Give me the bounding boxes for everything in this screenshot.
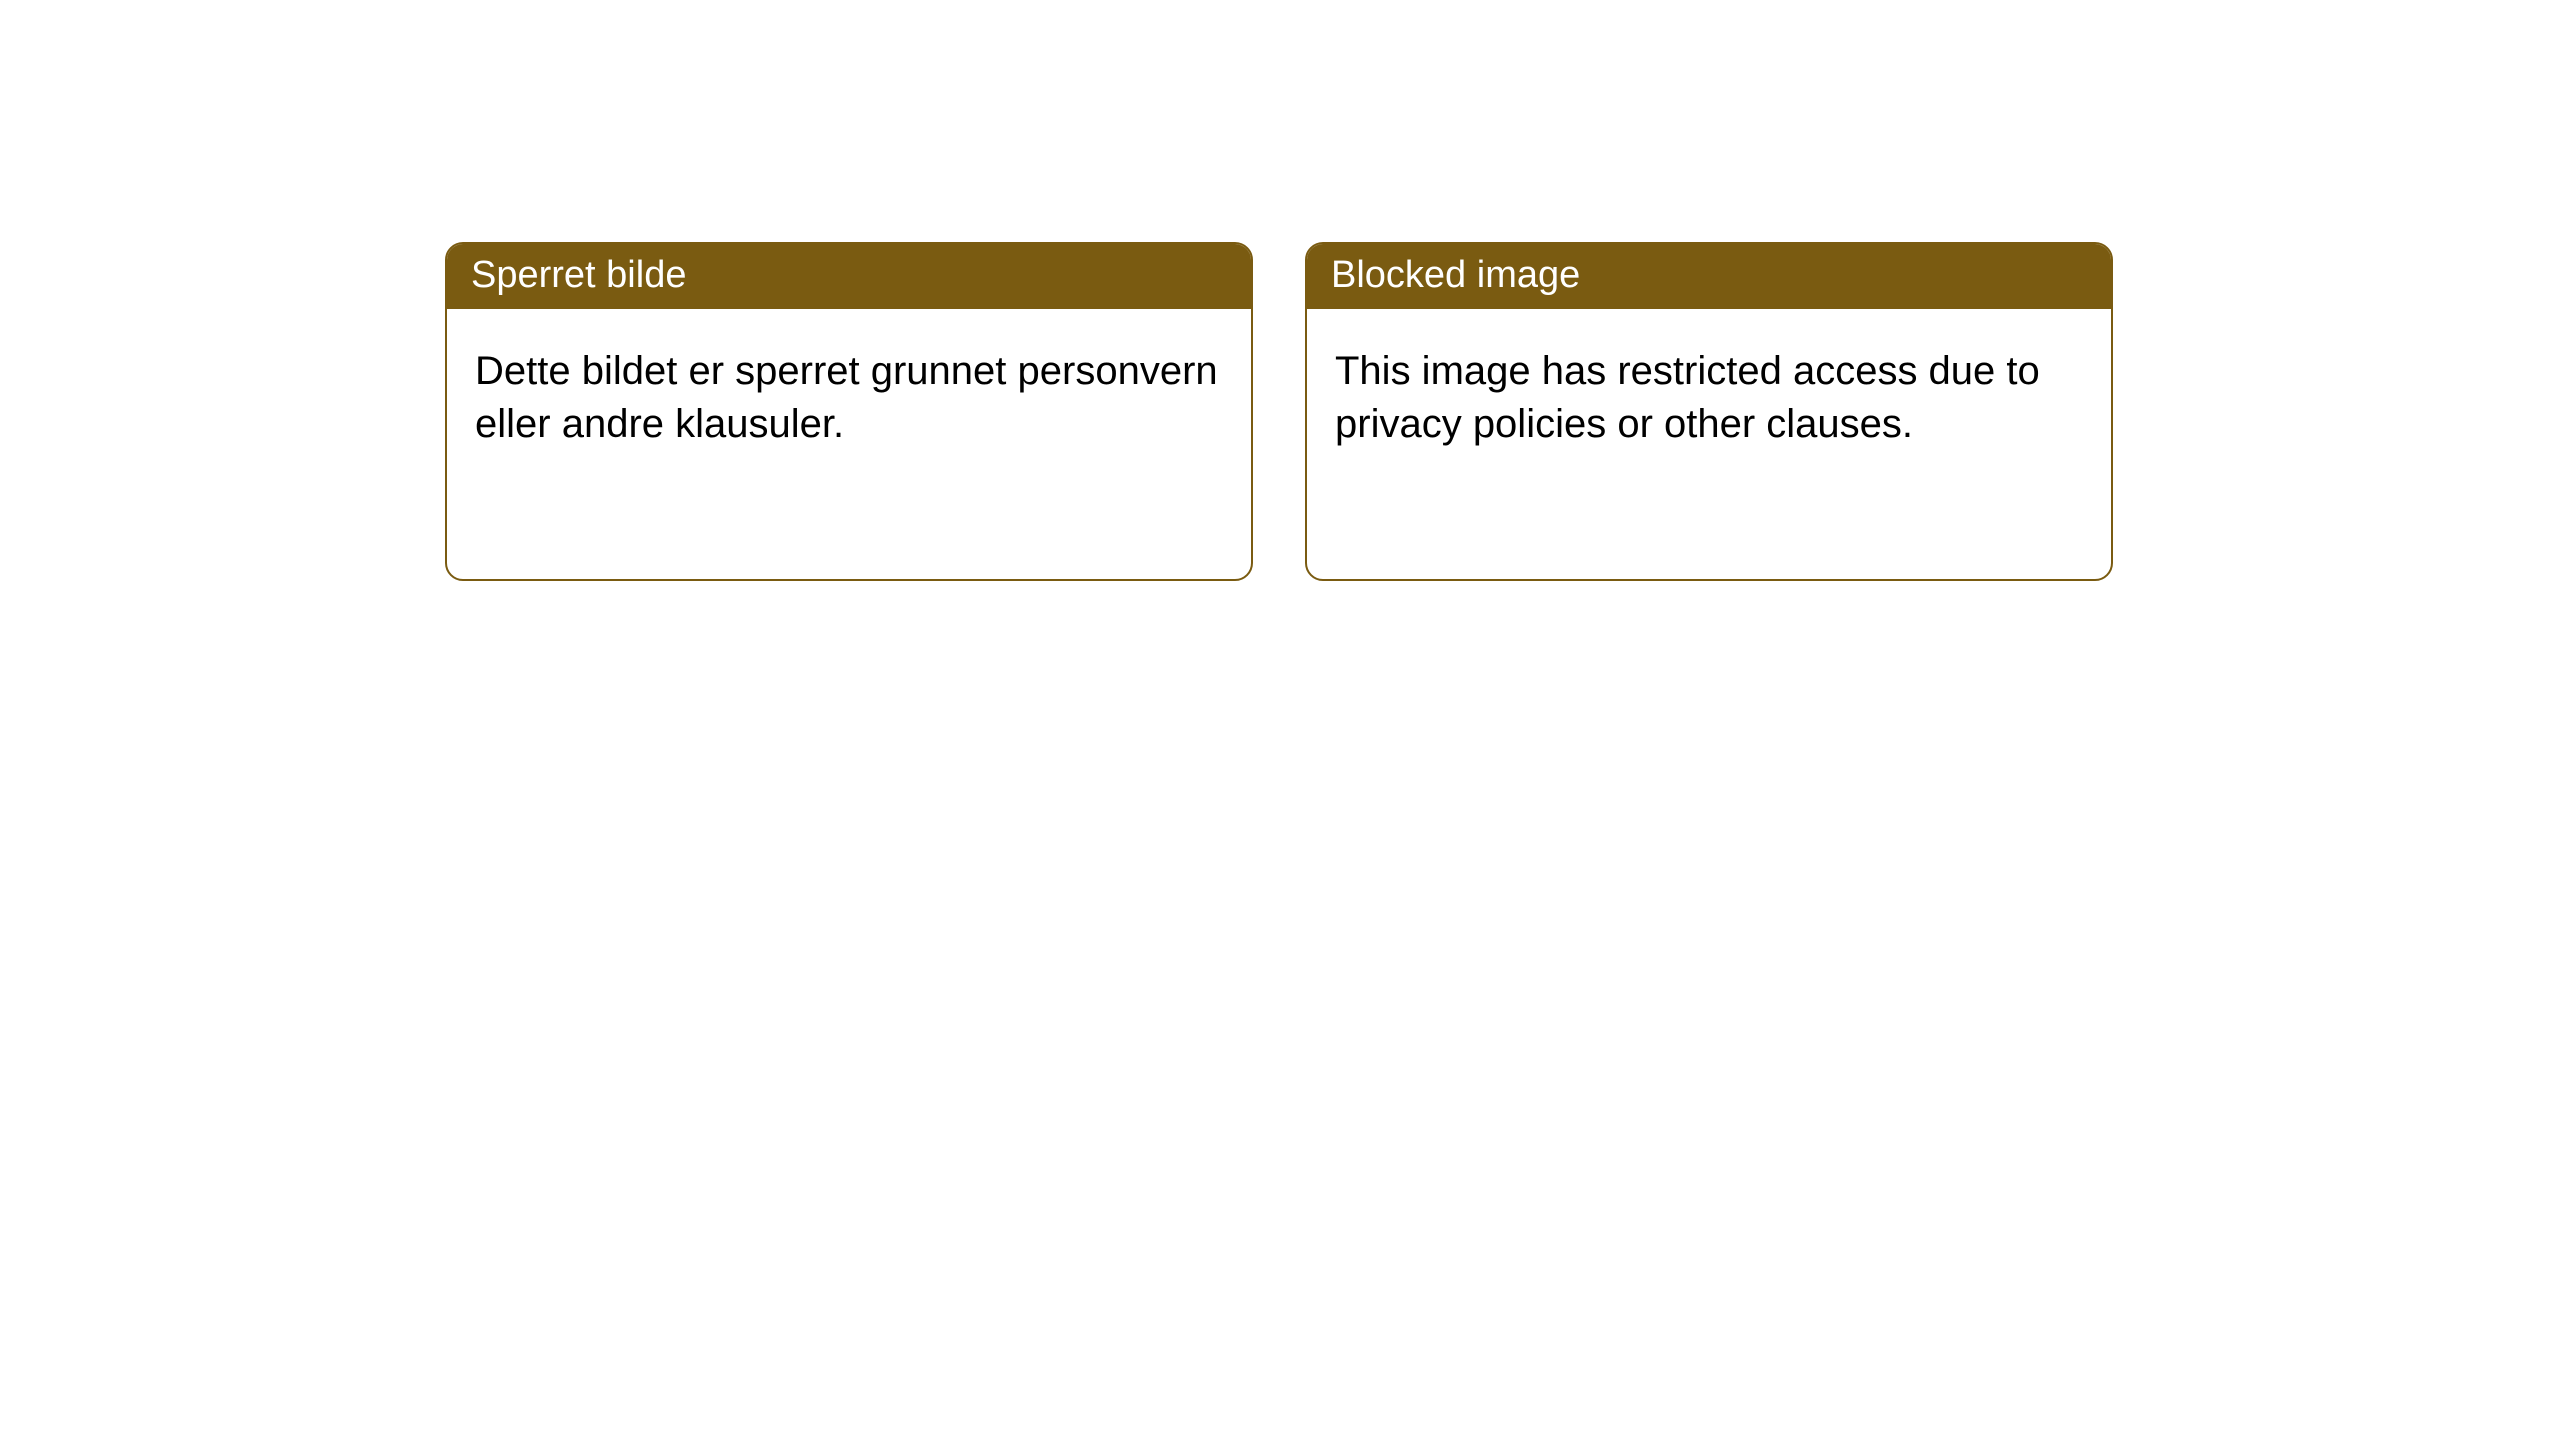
notice-body: Dette bildet er sperret grunnet personve… <box>447 309 1251 579</box>
notice-body-text: Dette bildet er sperret grunnet personve… <box>475 349 1218 446</box>
notice-header: Blocked image <box>1307 244 2111 309</box>
notice-box-norwegian: Sperret bilde Dette bildet er sperret gr… <box>445 242 1253 581</box>
notice-title: Sperret bilde <box>471 254 686 296</box>
notice-header: Sperret bilde <box>447 244 1251 309</box>
notice-body: This image has restricted access due to … <box>1307 309 2111 579</box>
notice-container: Sperret bilde Dette bildet er sperret gr… <box>0 0 2560 581</box>
notice-box-english: Blocked image This image has restricted … <box>1305 242 2113 581</box>
notice-title: Blocked image <box>1331 254 1580 296</box>
notice-body-text: This image has restricted access due to … <box>1335 349 2040 446</box>
